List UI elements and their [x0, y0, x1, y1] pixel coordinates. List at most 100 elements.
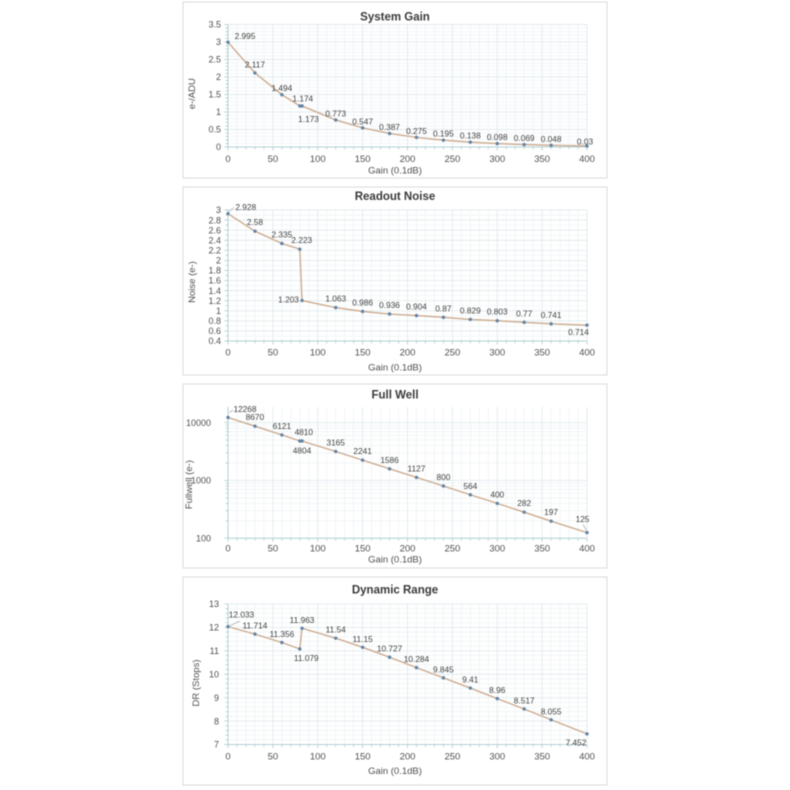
svg-text:0.87: 0.87 — [435, 303, 452, 313]
svg-text:200: 200 — [400, 752, 416, 763]
svg-text:1.063: 1.063 — [325, 294, 346, 304]
svg-text:350: 350 — [534, 544, 550, 555]
svg-text:3: 3 — [216, 205, 221, 215]
svg-text:0: 0 — [225, 752, 230, 763]
svg-text:12.033: 12.033 — [229, 610, 255, 620]
svg-text:400: 400 — [579, 752, 595, 763]
svg-text:9.41: 9.41 — [462, 675, 479, 685]
svg-text:10: 10 — [209, 669, 219, 679]
svg-text:1: 1 — [216, 107, 221, 117]
svg-text:2.6: 2.6 — [208, 225, 221, 235]
svg-text:0.048: 0.048 — [541, 134, 562, 144]
svg-text:2.928: 2.928 — [235, 202, 256, 212]
svg-text:9: 9 — [214, 693, 219, 703]
svg-text:200: 200 — [400, 544, 416, 555]
svg-text:150: 150 — [355, 348, 371, 359]
svg-text:0.829: 0.829 — [460, 305, 481, 315]
svg-text:1.173: 1.173 — [298, 114, 319, 124]
svg-text:2.5: 2.5 — [208, 55, 221, 65]
svg-text:100: 100 — [310, 154, 326, 165]
svg-text:11.356: 11.356 — [269, 629, 294, 639]
svg-text:0.6: 0.6 — [208, 326, 221, 336]
svg-text:0.387: 0.387 — [379, 122, 400, 132]
svg-text:350: 350 — [534, 752, 550, 763]
svg-text:0.5: 0.5 — [208, 125, 221, 135]
svg-text:12: 12 — [209, 623, 219, 633]
svg-text:6121: 6121 — [273, 421, 292, 431]
svg-text:300: 300 — [489, 348, 505, 359]
svg-text:2.117: 2.117 — [245, 60, 266, 70]
svg-text:0.714: 0.714 — [568, 327, 589, 337]
svg-text:1.4: 1.4 — [208, 286, 221, 296]
svg-text:564: 564 — [463, 481, 477, 491]
svg-text:8: 8 — [214, 716, 219, 726]
svg-text:1586: 1586 — [380, 455, 399, 465]
svg-text:1.8: 1.8 — [208, 266, 221, 276]
svg-text:350: 350 — [534, 348, 550, 359]
svg-text:200: 200 — [400, 154, 416, 165]
svg-text:250: 250 — [444, 752, 460, 763]
svg-text:1.6: 1.6 — [208, 276, 221, 286]
svg-text:11.714: 11.714 — [243, 621, 268, 631]
svg-text:8.96: 8.96 — [489, 685, 506, 695]
svg-text:Dynamic Range: Dynamic Range — [352, 585, 438, 597]
svg-text:12268: 12268 — [233, 404, 256, 414]
svg-text:0.904: 0.904 — [406, 302, 427, 312]
svg-text:150: 150 — [355, 752, 371, 763]
svg-text:1.2: 1.2 — [208, 296, 221, 306]
svg-text:1000: 1000 — [191, 476, 211, 486]
svg-text:13: 13 — [209, 599, 219, 609]
svg-text:1.5: 1.5 — [208, 90, 221, 100]
svg-text:400: 400 — [579, 348, 595, 359]
svg-text:2: 2 — [216, 256, 221, 266]
svg-text:Gain (0.1dB): Gain (0.1dB) — [368, 166, 422, 177]
svg-text:8.517: 8.517 — [514, 695, 535, 705]
svg-text:2.8: 2.8 — [208, 215, 221, 225]
svg-text:1.174: 1.174 — [292, 94, 313, 104]
svg-text:11.963: 11.963 — [290, 615, 315, 625]
svg-text:350: 350 — [534, 154, 550, 165]
svg-text:282: 282 — [517, 498, 531, 508]
svg-text:150: 150 — [355, 544, 371, 555]
svg-text:1.494: 1.494 — [271, 83, 292, 93]
svg-text:0.986: 0.986 — [352, 297, 373, 307]
svg-text:1: 1 — [216, 306, 221, 316]
svg-text:200: 200 — [400, 348, 416, 359]
svg-text:50: 50 — [268, 348, 279, 359]
svg-text:3: 3 — [216, 37, 221, 47]
svg-text:11.54: 11.54 — [326, 625, 347, 635]
svg-text:0.195: 0.195 — [433, 129, 454, 139]
svg-text:300: 300 — [489, 544, 505, 555]
svg-text:2241: 2241 — [353, 446, 372, 456]
svg-text:4810: 4810 — [295, 427, 314, 437]
svg-text:400: 400 — [490, 489, 504, 499]
svg-text:0.936: 0.936 — [379, 300, 400, 310]
svg-text:0.275: 0.275 — [406, 126, 427, 136]
svg-text:250: 250 — [444, 154, 460, 165]
svg-text:150: 150 — [355, 154, 371, 165]
svg-text:125: 125 — [576, 514, 590, 524]
svg-text:DR (Stops): DR (Stops) — [191, 660, 202, 707]
svg-text:300: 300 — [489, 752, 505, 763]
svg-text:2.335: 2.335 — [271, 230, 292, 240]
svg-text:11.079: 11.079 — [294, 653, 319, 663]
svg-text:100: 100 — [196, 533, 211, 543]
svg-text:3.5: 3.5 — [208, 20, 221, 30]
svg-text:400: 400 — [579, 154, 595, 165]
svg-text:8670: 8670 — [246, 412, 265, 422]
svg-text:10.284: 10.284 — [404, 654, 430, 664]
svg-text:0.03: 0.03 — [577, 136, 594, 146]
svg-text:197: 197 — [544, 507, 558, 517]
svg-text:0.4: 0.4 — [208, 336, 221, 346]
svg-text:1.203: 1.203 — [278, 295, 299, 305]
svg-text:300: 300 — [489, 154, 505, 165]
svg-text:Gain (0.1dB): Gain (0.1dB) — [368, 363, 422, 374]
svg-text:0.773: 0.773 — [325, 108, 346, 118]
svg-text:2.995: 2.995 — [235, 31, 256, 41]
svg-text:0.547: 0.547 — [352, 116, 373, 126]
svg-text:0: 0 — [225, 544, 230, 555]
svg-text:0.098: 0.098 — [487, 132, 508, 142]
svg-text:0: 0 — [225, 348, 230, 359]
svg-text:800: 800 — [436, 472, 450, 482]
svg-text:50: 50 — [268, 544, 279, 555]
